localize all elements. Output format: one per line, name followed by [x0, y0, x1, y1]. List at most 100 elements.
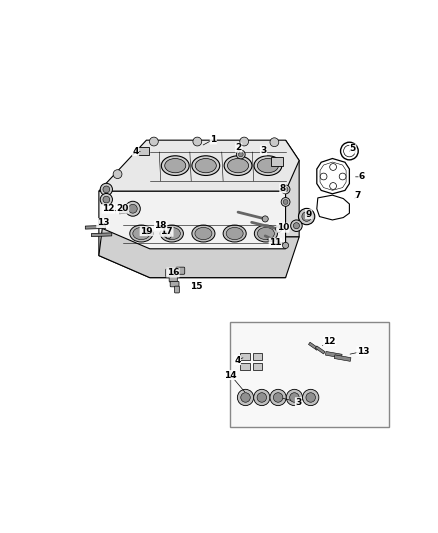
Text: 3: 3: [260, 146, 267, 155]
Circle shape: [103, 196, 110, 203]
Circle shape: [270, 389, 286, 406]
Text: 13: 13: [97, 219, 109, 228]
Polygon shape: [85, 225, 106, 229]
Circle shape: [240, 137, 249, 146]
Polygon shape: [334, 355, 351, 361]
Circle shape: [306, 393, 315, 402]
FancyBboxPatch shape: [170, 281, 179, 287]
Circle shape: [100, 183, 113, 196]
Ellipse shape: [254, 225, 277, 242]
Text: 11: 11: [269, 238, 282, 247]
Text: 1: 1: [210, 135, 216, 144]
Circle shape: [161, 227, 165, 231]
Text: 13: 13: [357, 347, 369, 356]
Ellipse shape: [161, 156, 189, 175]
FancyBboxPatch shape: [253, 353, 262, 360]
Circle shape: [290, 393, 299, 402]
Circle shape: [291, 220, 302, 231]
Ellipse shape: [165, 158, 186, 173]
Circle shape: [237, 389, 254, 406]
FancyBboxPatch shape: [175, 286, 179, 293]
Polygon shape: [325, 351, 342, 358]
FancyBboxPatch shape: [240, 363, 250, 370]
Text: 3: 3: [295, 398, 302, 407]
Circle shape: [298, 208, 315, 225]
Polygon shape: [99, 191, 286, 278]
Polygon shape: [99, 140, 299, 191]
Ellipse shape: [258, 228, 274, 240]
Text: 4: 4: [132, 147, 139, 156]
Text: 12: 12: [102, 204, 115, 213]
Circle shape: [193, 137, 202, 146]
Text: 8: 8: [280, 184, 286, 193]
Text: 4: 4: [234, 356, 240, 365]
Ellipse shape: [227, 158, 249, 173]
Text: 2: 2: [236, 143, 242, 152]
Text: 15: 15: [191, 282, 203, 292]
Circle shape: [113, 169, 122, 179]
Circle shape: [302, 212, 311, 221]
Circle shape: [276, 226, 282, 232]
Text: 18: 18: [155, 221, 167, 230]
Circle shape: [254, 389, 270, 406]
Text: 19: 19: [140, 227, 153, 236]
Circle shape: [330, 183, 336, 189]
Circle shape: [237, 150, 245, 159]
FancyBboxPatch shape: [166, 269, 176, 277]
Text: 20: 20: [117, 204, 129, 213]
Ellipse shape: [195, 228, 212, 240]
Circle shape: [339, 173, 346, 180]
Circle shape: [293, 223, 300, 229]
Circle shape: [125, 201, 140, 216]
Text: 6: 6: [359, 172, 365, 181]
Ellipse shape: [195, 158, 216, 173]
Circle shape: [147, 231, 152, 236]
Polygon shape: [286, 140, 299, 237]
Polygon shape: [92, 233, 112, 237]
Circle shape: [100, 193, 113, 206]
Circle shape: [241, 393, 250, 402]
Circle shape: [281, 198, 290, 206]
FancyBboxPatch shape: [240, 353, 250, 360]
FancyBboxPatch shape: [176, 267, 185, 274]
Polygon shape: [315, 346, 325, 354]
Text: 17: 17: [160, 228, 173, 236]
Circle shape: [149, 137, 158, 146]
Ellipse shape: [258, 158, 279, 173]
FancyBboxPatch shape: [169, 276, 177, 282]
Ellipse shape: [192, 156, 220, 175]
Ellipse shape: [130, 225, 153, 242]
Polygon shape: [99, 229, 299, 278]
Text: 7: 7: [354, 191, 361, 200]
FancyBboxPatch shape: [137, 147, 149, 156]
Circle shape: [273, 393, 283, 402]
Circle shape: [128, 204, 137, 213]
Ellipse shape: [133, 228, 150, 240]
Circle shape: [103, 186, 110, 193]
Circle shape: [270, 138, 279, 147]
Ellipse shape: [223, 225, 246, 242]
Text: 16: 16: [166, 268, 179, 277]
Circle shape: [303, 389, 319, 406]
Circle shape: [166, 233, 171, 239]
Bar: [230, 322, 389, 427]
Circle shape: [238, 152, 243, 157]
Circle shape: [330, 164, 336, 171]
Text: 14: 14: [224, 370, 237, 379]
Circle shape: [283, 199, 288, 204]
Text: 10: 10: [277, 223, 289, 232]
Ellipse shape: [224, 156, 252, 175]
Circle shape: [283, 243, 289, 248]
Ellipse shape: [192, 225, 215, 242]
Polygon shape: [119, 210, 128, 214]
Circle shape: [281, 185, 290, 194]
Ellipse shape: [163, 228, 180, 240]
FancyBboxPatch shape: [271, 157, 283, 166]
Text: 9: 9: [305, 209, 312, 219]
Circle shape: [286, 389, 303, 406]
Ellipse shape: [226, 228, 243, 240]
FancyBboxPatch shape: [253, 363, 262, 370]
Circle shape: [283, 187, 288, 192]
Text: 12: 12: [323, 337, 336, 345]
Ellipse shape: [160, 225, 184, 242]
